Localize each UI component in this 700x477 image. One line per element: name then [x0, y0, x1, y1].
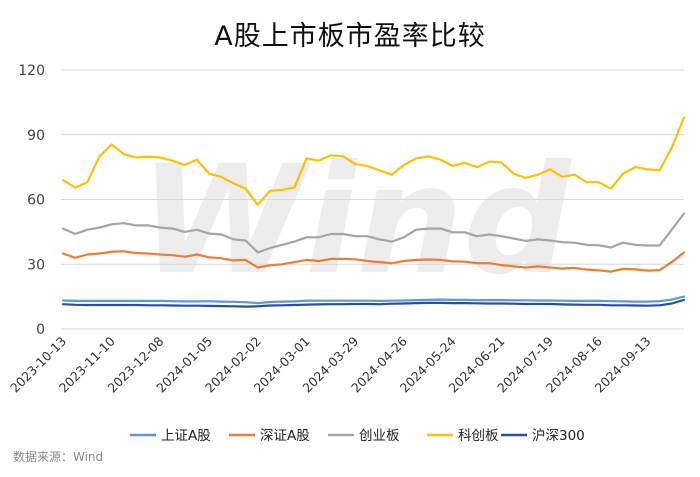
- y-tick-label: 120: [18, 63, 45, 79]
- legend-label: 上证A股: [161, 428, 211, 444]
- series-line-1: [61, 295, 686, 305]
- legend-label: 沪深300: [532, 428, 585, 444]
- chart-title: A股上市板市盈率比较: [214, 21, 486, 52]
- series-line-4: [61, 116, 686, 206]
- y-tick-label: 90: [27, 128, 45, 144]
- series-line-5: [61, 298, 686, 308]
- y-tick-label: 60: [27, 193, 45, 209]
- y-tick-label: 30: [27, 257, 45, 273]
- watermark: Wind: [139, 134, 572, 308]
- legend-label: 创业板: [359, 428, 400, 444]
- legend-label: 深证A股: [260, 428, 310, 444]
- y-tick-label: 0: [36, 322, 45, 338]
- series-line-2: [61, 250, 686, 273]
- series-line-3: [61, 212, 686, 254]
- legend-label: 科创板: [458, 428, 499, 444]
- source-note: 数据来源：Wind: [13, 450, 104, 464]
